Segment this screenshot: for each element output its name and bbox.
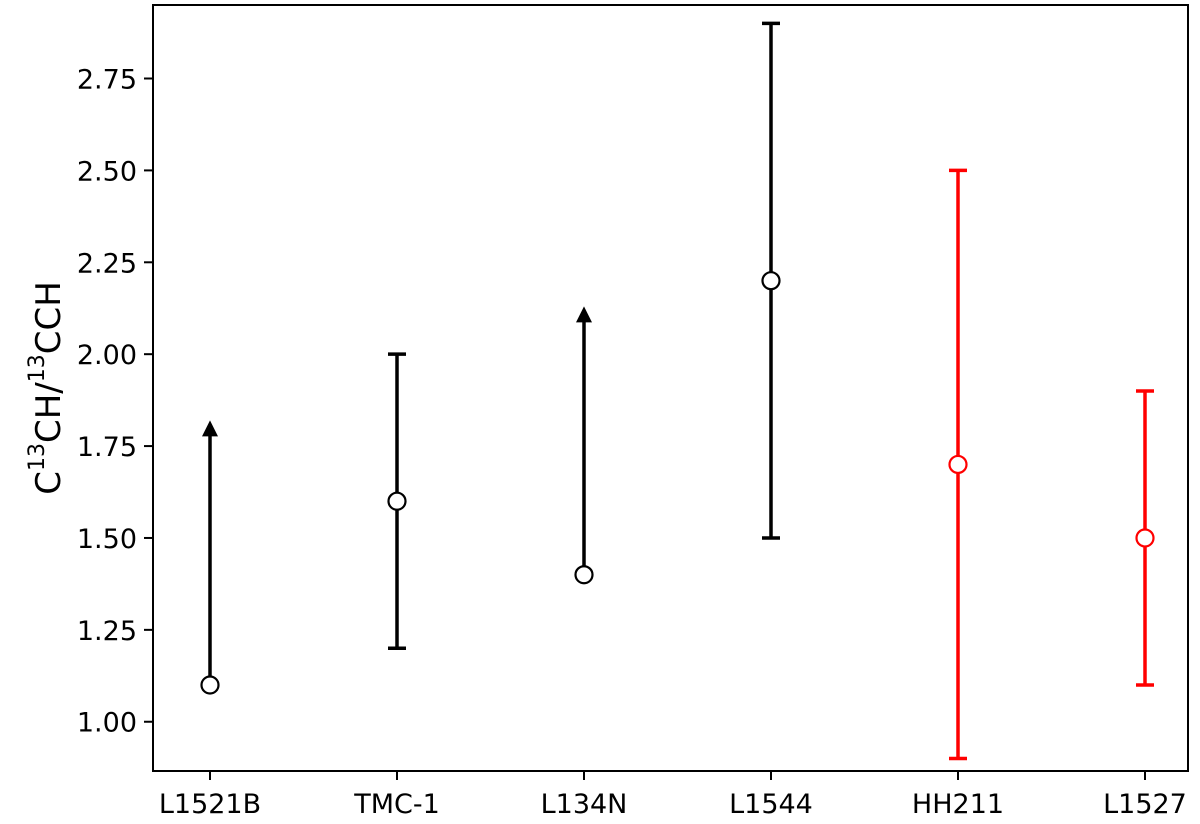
x-tick-label: HH211 bbox=[912, 789, 1004, 820]
data-marker bbox=[1135, 528, 1155, 548]
data-point-hh211 bbox=[948, 168, 968, 761]
plot-frame bbox=[152, 4, 1189, 772]
data-point-l1527 bbox=[1135, 389, 1155, 687]
chart-marks bbox=[200, 21, 1155, 761]
y-tick-label: 2.75 bbox=[77, 65, 137, 96]
x-tick-label: TMC-1 bbox=[353, 789, 440, 820]
data-marker bbox=[200, 675, 220, 695]
x-tick-label: L1527 bbox=[1103, 789, 1187, 820]
y-axis-label-middle: CH/ bbox=[29, 382, 69, 443]
lower-limit-arrow bbox=[576, 306, 592, 323]
y-tick-label: 1.50 bbox=[77, 524, 137, 555]
data-marker bbox=[761, 271, 781, 291]
y-axis-label-suffix: CCH bbox=[29, 281, 69, 354]
data-marker bbox=[574, 565, 594, 585]
data-marker bbox=[948, 454, 968, 475]
y-axis: 1.00 1.25 1.50 1.75 2.00 2.25 2.50 2.75 bbox=[77, 65, 153, 739]
x-axis: L1521B TMC-1 L134N L1544 HH211 L1527 bbox=[159, 771, 1187, 820]
y-axis-label-superscript-2: 13 bbox=[25, 354, 50, 382]
y-tick-label: 1.00 bbox=[77, 708, 137, 739]
lower-limit-arrow bbox=[202, 420, 218, 437]
data-point-l134n bbox=[574, 306, 594, 585]
y-tick-label: 1.75 bbox=[77, 432, 137, 463]
data-marker bbox=[387, 491, 407, 511]
x-tick-label: L1544 bbox=[729, 789, 813, 820]
data-point-l1521b bbox=[200, 420, 220, 695]
y-tick-label: 2.00 bbox=[77, 340, 137, 371]
y-tick-label: 1.25 bbox=[77, 616, 137, 647]
y-axis-label-prefix: C bbox=[29, 471, 69, 495]
data-point-tmc-1 bbox=[387, 352, 407, 650]
y-tick-label: 2.25 bbox=[77, 248, 137, 279]
data-point-l1544 bbox=[761, 21, 781, 540]
y-axis-label: C13CH/13CCH bbox=[25, 281, 69, 495]
y-axis-label-superscript-1: 13 bbox=[25, 443, 50, 471]
y-tick-label: 2.50 bbox=[77, 156, 137, 187]
x-tick-label: L1521B bbox=[159, 789, 261, 820]
x-tick-label: L134N bbox=[541, 789, 628, 820]
